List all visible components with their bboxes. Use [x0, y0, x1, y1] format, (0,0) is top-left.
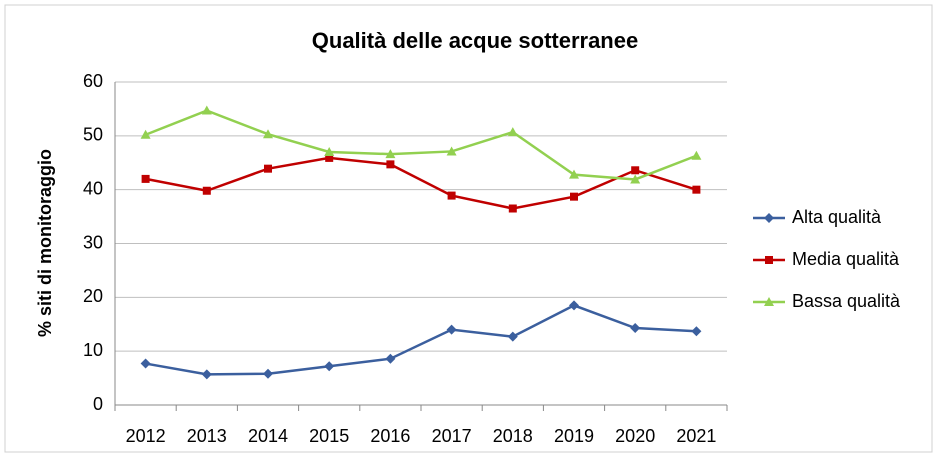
- marker: [324, 361, 335, 372]
- y-tick-label: 10: [83, 340, 103, 360]
- x-tick-label: 2018: [493, 426, 533, 446]
- marker: [569, 169, 579, 179]
- y-axis-label: % siti di monitoraggio: [35, 149, 55, 337]
- legend-label: Alta qualità: [792, 207, 882, 227]
- marker: [446, 146, 457, 156]
- marker: [263, 368, 273, 379]
- y-tick-label: 40: [83, 178, 103, 198]
- marker: [631, 166, 640, 175]
- x-tick-label: 2015: [309, 426, 349, 446]
- marker: [141, 174, 150, 183]
- x-tick-label: 2012: [126, 426, 166, 446]
- marker: [508, 204, 517, 213]
- marker: [201, 369, 212, 380]
- legend-label: Media qualità: [792, 249, 900, 269]
- marker: [140, 129, 151, 139]
- marker: [507, 127, 518, 137]
- marker: [570, 192, 578, 201]
- chart-title: Qualità delle acque sotterranee: [312, 28, 638, 53]
- marker: [764, 213, 774, 223]
- marker: [446, 324, 457, 335]
- chart-border: [4, 4, 933, 453]
- y-tick-label: 0: [93, 394, 103, 414]
- marker: [630, 323, 641, 334]
- marker: [324, 146, 335, 156]
- marker: [765, 256, 773, 264]
- legend-label: Bassa qualità: [792, 291, 901, 311]
- marker: [569, 300, 579, 311]
- marker: [385, 353, 396, 364]
- marker: [507, 331, 518, 342]
- series-line: [145, 156, 697, 210]
- marker: [691, 326, 702, 337]
- marker: [386, 160, 395, 169]
- marker: [447, 191, 456, 200]
- x-tick-label: 2021: [676, 426, 716, 446]
- marker: [264, 164, 272, 173]
- x-tick-label: 2017: [432, 426, 472, 446]
- series-line: [145, 109, 697, 181]
- x-tick-label: 2020: [615, 426, 655, 446]
- y-tick-label: 50: [83, 125, 103, 145]
- y-tick-label: 20: [83, 286, 103, 306]
- x-tick-label: 2019: [554, 426, 594, 446]
- marker: [691, 150, 702, 160]
- marker: [385, 149, 396, 159]
- y-tick-label: 30: [83, 232, 103, 252]
- marker: [764, 297, 774, 306]
- x-tick-label: 2014: [248, 426, 288, 446]
- y-tick-label: 60: [83, 71, 103, 91]
- x-tick-label: 2013: [187, 426, 227, 446]
- x-tick-label: 2016: [370, 426, 410, 446]
- marker: [202, 186, 211, 195]
- marker: [263, 129, 273, 139]
- marker: [201, 105, 212, 115]
- marker: [630, 174, 641, 184]
- marker: [325, 153, 334, 162]
- marker: [692, 185, 701, 194]
- series-line: [145, 304, 697, 376]
- marker: [140, 358, 151, 369]
